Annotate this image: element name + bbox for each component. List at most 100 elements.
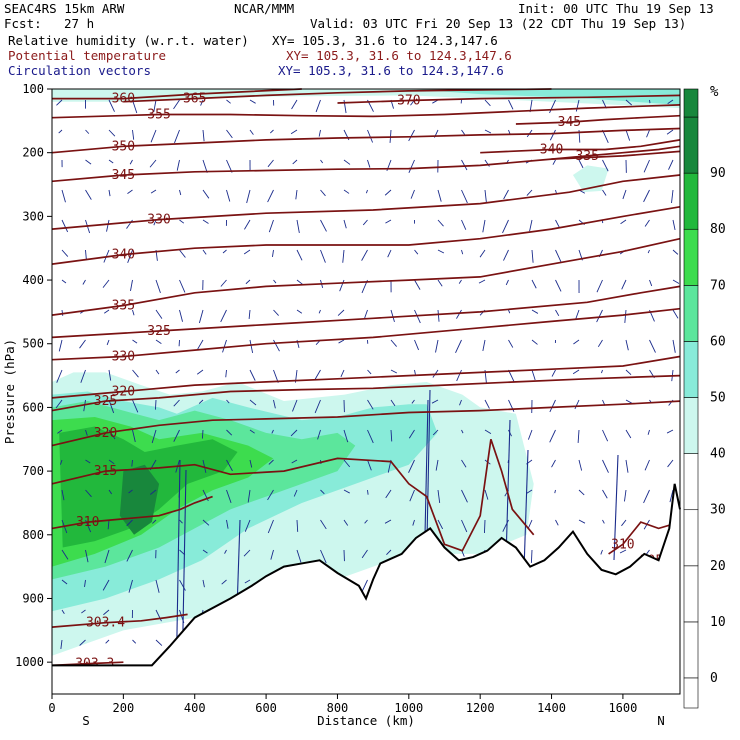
theta-contour-2 [337, 94, 681, 104]
vector-65 [127, 249, 133, 263]
vector-61 [132, 129, 135, 140]
vector-366 [478, 279, 486, 284]
vector-154 [226, 519, 229, 529]
vector-313 [409, 489, 415, 502]
vector-469 [601, 369, 603, 374]
vector-205 [296, 249, 303, 261]
vector-186 [273, 279, 277, 284]
vector-374 [483, 519, 486, 534]
vector-50 [108, 399, 115, 414]
vector-147 [220, 309, 227, 323]
vector-214 [296, 519, 299, 532]
field-vectors-xy: XY= 105.3, 31.6 to 124.3,147.6 [278, 63, 504, 78]
theta-label-2: 370 [397, 93, 420, 108]
vector-513 [643, 489, 650, 504]
vector-62 [129, 159, 133, 165]
vector-32 [85, 459, 91, 464]
vector-364 [482, 219, 486, 233]
vector-201 [290, 129, 298, 135]
theta-label-9: 330 [147, 213, 170, 228]
vector-363 [484, 189, 487, 202]
vector-91 [151, 429, 157, 444]
vector-107 [179, 309, 183, 322]
vector-38 [79, 639, 86, 646]
vector-150 [226, 399, 230, 404]
vector-488 [625, 339, 629, 351]
vector-283 [384, 189, 392, 196]
vector-473 [602, 489, 608, 499]
vector-145 [222, 249, 227, 254]
vector-190 [273, 399, 276, 409]
colorbar-swatch-40 [683, 397, 699, 454]
vector-308 [414, 339, 420, 351]
vector-295 [386, 549, 392, 555]
vector-415 [530, 549, 533, 563]
field-rh-xy: XY= 105.3, 31.6 to 124.3,147.6 [272, 33, 498, 48]
vector-46 [102, 279, 110, 288]
vector-474 [602, 519, 605, 524]
vector-481 [625, 129, 631, 141]
vector-350 [459, 399, 462, 406]
vector-508 [649, 339, 656, 353]
colorbar-label-60: 60 [710, 334, 726, 349]
vector-87 [155, 309, 163, 319]
vector-194 [267, 519, 274, 534]
vector-263 [365, 189, 368, 194]
theta-contour-14 [51, 355, 681, 399]
vector-524 [672, 219, 676, 231]
vector-191 [271, 429, 274, 434]
theta-contour-18 [51, 495, 213, 530]
vector-215 [296, 549, 302, 563]
vector-124 [202, 219, 209, 224]
vector-275 [361, 549, 368, 559]
vector-361 [484, 129, 492, 134]
vector-41 [108, 129, 116, 137]
vector-170 [249, 399, 257, 406]
vector-254 [343, 519, 349, 526]
theta-label-19: 310 [611, 537, 634, 552]
vector-22 [85, 159, 92, 165]
fcst-label: Fcst: [4, 16, 42, 31]
vector-489 [625, 369, 632, 375]
vector-164 [244, 219, 251, 230]
vector-225 [320, 249, 326, 263]
vector-140 [226, 99, 231, 104]
vector-442 [578, 159, 584, 169]
xtick-label-1000: 1000 [394, 701, 423, 715]
xtick-label-1400: 1400 [537, 701, 566, 715]
vector-303 [410, 189, 415, 199]
vector-247 [337, 309, 345, 316]
vector-525 [672, 249, 679, 255]
vector-334 [437, 519, 444, 530]
vector-76 [128, 579, 133, 593]
vector-342 [461, 159, 468, 171]
vector-244 [343, 219, 347, 229]
vector-206 [296, 279, 304, 286]
vector-432 [551, 459, 556, 468]
vector-522 [668, 159, 674, 170]
vector-56 [102, 579, 110, 591]
vector-102 [176, 159, 180, 171]
vector-207 [296, 309, 303, 314]
vector-26 [82, 279, 86, 285]
vector-492 [625, 459, 629, 473]
vector-120 [200, 99, 204, 106]
colorbar-cap [683, 88, 699, 118]
vector-42 [108, 159, 114, 164]
field-rh-name: Relative humidity (w.r.t. water) [8, 33, 249, 48]
vector-114 [179, 519, 183, 524]
vector-130 [198, 399, 204, 404]
vector-546 [523, 449, 529, 571]
vector-314 [412, 519, 415, 526]
vector-29 [80, 369, 86, 383]
vector-333 [437, 489, 441, 503]
vector-343 [461, 189, 468, 204]
vector-545 [505, 419, 511, 561]
vector-451 [577, 429, 580, 443]
vector-246 [339, 279, 345, 292]
vector-365 [479, 249, 486, 258]
vector-171 [249, 429, 255, 434]
theta-label-13: 330 [112, 349, 135, 364]
vector-12 [59, 459, 63, 465]
